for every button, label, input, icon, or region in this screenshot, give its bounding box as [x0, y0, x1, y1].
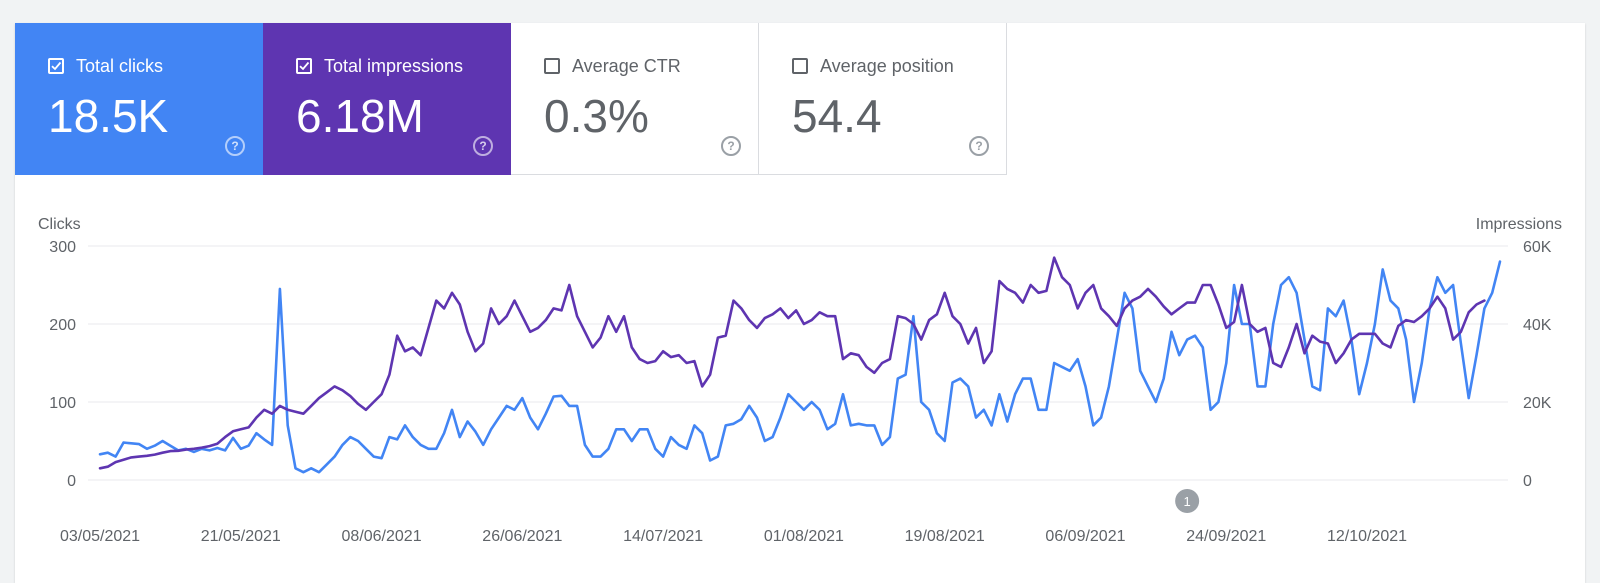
x-axis-tick-label: 08/06/2021 — [342, 528, 422, 545]
metric-tabs: Total clicks 18.5K ? Total impressions 6… — [15, 23, 1007, 175]
performance-card: Total clicks 18.5K ? Total impressions 6… — [15, 23, 1585, 583]
metric-average-ctr[interactable]: Average CTR 0.3% ? — [511, 23, 759, 175]
x-axis-tick-label: 12/10/2021 — [1327, 528, 1407, 545]
help-icon[interactable]: ? — [721, 136, 741, 156]
x-axis-tick-label: 26/06/2021 — [482, 528, 562, 545]
left-axis-tick-label: 100 — [49, 395, 76, 412]
metric-average-position[interactable]: Average position 54.4 ? — [759, 23, 1007, 175]
x-axis-tick-label: 14/07/2021 — [623, 528, 703, 545]
metric-value: 6.18M — [296, 90, 424, 142]
x-axis-tick-label: 21/05/2021 — [201, 528, 281, 545]
x-axis-tick-label: 03/05/2021 — [60, 528, 140, 545]
right-axis-tick-label: 20K — [1523, 395, 1552, 412]
annotation-marker[interactable]: 1 — [1175, 489, 1200, 513]
checkbox-unchecked-icon[interactable] — [544, 58, 560, 74]
metric-value: 54.4 — [792, 90, 882, 142]
x-axis-tick-label: 19/08/2021 — [905, 528, 985, 545]
checkbox-checked-icon[interactable] — [296, 58, 312, 74]
series-line-clicks — [98, 260, 1502, 474]
right-axis-tick-label: 60K — [1523, 239, 1552, 256]
annotation-circle[interactable] — [1175, 489, 1200, 513]
metric-total-impressions[interactable]: Total impressions 6.18M ? — [263, 23, 511, 175]
right-axis-tick-label: 40K — [1523, 317, 1552, 334]
right-axis-tick-label: 0 — [1523, 473, 1532, 490]
metric-label: Total impressions — [324, 56, 464, 76]
left-axis-tick-label: 0 — [67, 473, 76, 490]
metric-label: Average position — [820, 56, 954, 76]
metric-label: Average CTR — [572, 56, 681, 76]
x-axis-tick-label: 24/09/2021 — [1186, 528, 1266, 545]
metric-value: 0.3% — [544, 90, 649, 142]
right-axis-label: Impressions — [1476, 216, 1562, 233]
help-icon[interactable]: ? — [969, 136, 989, 156]
left-axis-tick-label: 200 — [49, 317, 76, 334]
x-axis-tick-label: 06/09/2021 — [1045, 528, 1125, 545]
metric-value: 18.5K — [48, 90, 169, 142]
metric-label: Total clicks — [76, 56, 164, 76]
checkbox-unchecked-icon[interactable] — [792, 58, 808, 74]
help-icon[interactable]: ? — [473, 136, 493, 156]
left-axis-tick-label: 300 — [49, 239, 76, 256]
annotation-label: 1 — [1184, 494, 1191, 509]
help-icon[interactable]: ? — [225, 136, 245, 156]
left-axis-label: Clicks — [38, 216, 81, 233]
checkbox-checked-icon[interactable] — [48, 58, 64, 74]
x-axis-tick-label: 01/08/2021 — [764, 528, 844, 545]
series-line-impressions — [98, 256, 1486, 470]
metric-total-clicks[interactable]: Total clicks 18.5K ? — [15, 23, 263, 175]
